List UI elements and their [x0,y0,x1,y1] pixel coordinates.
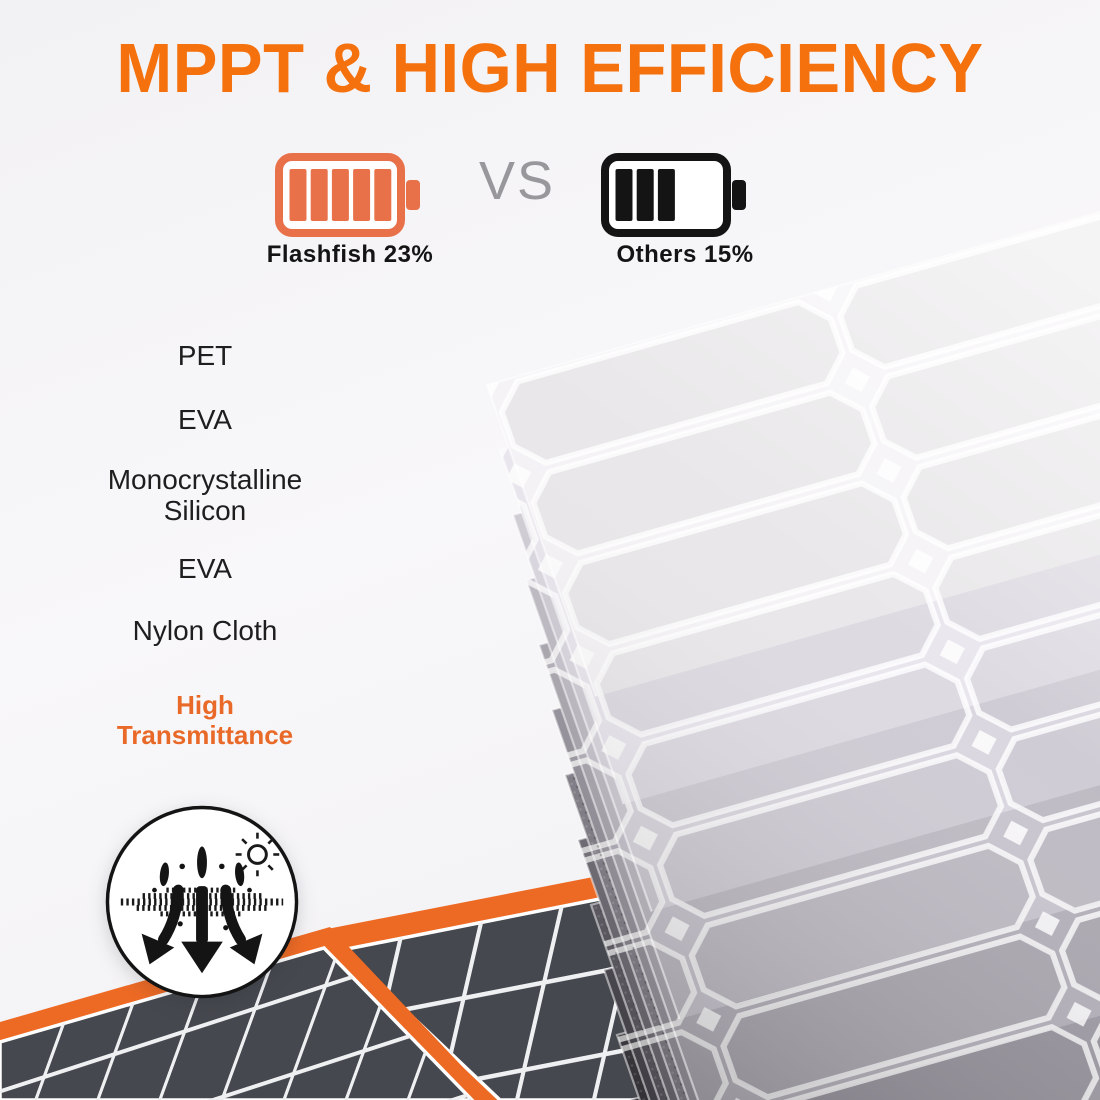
battery-medium-icon [601,153,746,237]
folded-panel-left [0,927,494,1100]
layer-label-nylon-cloth: Nylon Cloth [132,615,278,646]
page-title: MPPT & HIGH EFFICIENCY [116,29,984,108]
layer-label-eva-bottom: EVA [178,553,232,584]
layer-label-pet: PET [177,340,233,371]
battery-full-icon [275,153,420,237]
light-drops-icon [152,846,252,931]
layer-label-monocrystalline-silicon: Monocrystalline Silicon [107,464,303,526]
high-transmittance-badge [105,805,299,999]
down-arrows-icon [141,884,263,974]
layer-label-eva-top: EVA [178,404,232,435]
vs-label: VS [478,151,556,211]
layer-label-high-transmittance: High Transmittance [116,690,294,750]
others-efficiency-label: Others 15% [616,241,754,268]
exploded-layer-stack [485,211,1100,1100]
flashfish-efficiency-label: Flashfish 23% [266,241,434,268]
